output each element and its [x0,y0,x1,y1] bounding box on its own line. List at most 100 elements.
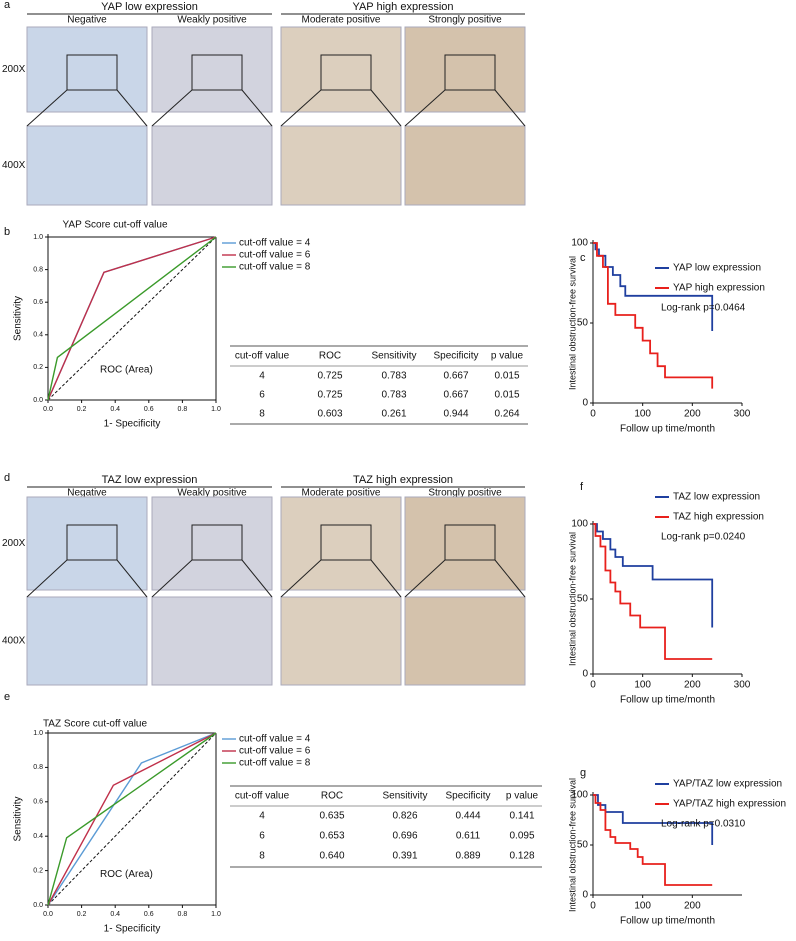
table-cell: 0.444 [455,811,480,822]
table-header: p value [506,791,539,802]
zoom-box [66,54,118,91]
row-label: 400X [2,160,26,171]
table-cell: 0.635 [319,811,344,822]
table-cell: 0.095 [509,831,534,842]
table-header: cut-off value [235,351,290,362]
group-title: TAZ high expression [353,474,453,486]
reference-diagonal [47,236,217,401]
x-tick-label: 0.4 [110,406,120,413]
zoom-box [191,54,243,91]
micrograph [404,596,526,686]
column-label: Strongly positive [428,15,502,26]
legend-label: YAP/TAZ low expression [673,779,782,790]
x-axis-title: Follow up time/month [620,424,715,435]
series-line [47,732,217,906]
annotation: ROC (Area) [100,364,153,375]
table-cell: 0.391 [392,851,417,862]
legend-label: TAZ low expression [673,492,760,503]
column-label: Weakly positive [177,488,247,499]
y-tick-label: 100 [571,519,588,530]
y-tick-label: 50 [577,318,589,329]
micrograph [280,26,402,113]
table-cell: 0.889 [455,851,480,862]
micrograph [280,596,402,686]
table-cell: 0.783 [381,390,406,401]
table-cell: 6 [259,390,265,401]
table-cell: 0.264 [494,409,519,420]
y-tick-label: 50 [577,840,589,851]
zoom-line [26,89,68,127]
micrograph [26,596,148,686]
x-tick-label: 0 [590,409,596,420]
table-cell: 0.783 [381,371,406,382]
table-cell: 8 [259,851,265,862]
series-line [47,236,217,401]
y-tick-label: 0.4 [33,833,43,840]
x-tick-label: 0.6 [144,406,154,413]
x-tick-label: 0.0 [43,406,53,413]
zoom-box [66,524,118,561]
y-tick-label: 0.2 [33,867,43,874]
zoom-line [280,89,322,127]
y-tick-label: 0 [582,890,588,901]
y-tick-label: 0.0 [33,397,43,404]
table-header: Sensitivity [371,351,416,362]
x-tick-label: 100 [634,680,651,691]
zoom-box [191,524,243,561]
x-tick-label: 0 [590,680,596,691]
y-tick-label: 1.0 [33,234,43,241]
zoom-line [370,559,402,598]
zoom-box [444,54,496,91]
y-axis-title: Sensitivity [13,296,24,341]
table-cell: 0.640 [319,851,344,862]
x-tick-label: 100 [634,901,651,912]
x-tick-label: 1.0 [211,406,221,413]
y-axis-title: Intestinal obstruction-free survival [567,778,577,912]
micrograph [280,496,402,591]
zoom-line [241,559,273,598]
y-tick-label: 0.4 [33,332,43,339]
table-cell: 0.015 [494,371,519,382]
y-axis-title: Intestinal obstruction-free survival [567,532,577,666]
table-cell: 6 [259,831,265,842]
table-cell: 0.667 [443,390,468,401]
micrograph [280,125,402,206]
x-tick-label: 0.8 [178,406,188,413]
micrograph [151,496,273,591]
legend-label: TAZ high expression [673,512,764,523]
legend-label: cut-off value = 8 [239,262,311,273]
micrograph [151,26,273,113]
series-line [593,794,713,886]
y-tick-label: 0.6 [33,299,43,306]
y-tick-label: 0 [582,669,588,680]
zoom-line [404,89,446,127]
zoom-line [151,89,193,127]
table-cell: 0.141 [509,811,534,822]
x-tick-label: 0.6 [144,911,154,918]
zoom-line [151,559,193,598]
series-line [593,242,714,389]
chart-title: YAP Score cut-off value [62,220,167,231]
panel-label: f [580,481,584,493]
y-tick-label: 0.2 [33,364,43,371]
micrograph [404,496,526,591]
row-label: 400X [2,636,26,647]
y-tick-label: 0.8 [33,764,43,771]
y-tick-label: 50 [577,594,589,605]
zoom-box [444,524,496,561]
panel-label: g [580,767,586,779]
x-axis-title: Follow up time/month [620,695,715,706]
zoom-line [26,559,68,598]
micrograph [404,125,526,206]
column-label: Moderate positive [302,15,381,26]
y-axis-title: Sensitivity [13,796,24,841]
table-cell: 0.603 [317,409,342,420]
panel-label: a [4,0,11,11]
panel-label: e [4,691,10,703]
x-tick-label: 0 [590,901,596,912]
series-line [47,732,217,906]
series-line [47,236,217,401]
zoom-line [494,559,526,598]
column-label: Negative [67,488,107,499]
row-label: 200X [2,538,26,549]
